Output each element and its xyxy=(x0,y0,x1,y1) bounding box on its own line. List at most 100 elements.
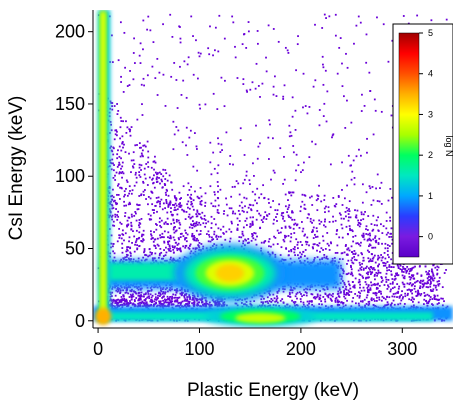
scatter-point xyxy=(343,217,345,220)
scatter-point xyxy=(218,303,221,306)
scatter-point xyxy=(165,194,167,196)
scatter-point xyxy=(441,304,444,307)
scatter-point xyxy=(393,286,396,289)
scatter-point xyxy=(345,244,347,246)
scatter-point xyxy=(132,78,135,81)
scatter-point xyxy=(136,208,139,211)
scatter-point xyxy=(147,150,150,153)
scatter-point xyxy=(374,284,376,286)
scatter-point xyxy=(192,165,195,168)
scatter-point xyxy=(317,197,319,200)
scatter-point xyxy=(220,305,223,308)
scatter-point xyxy=(366,276,369,279)
scatter-point xyxy=(196,211,199,213)
scatter-point xyxy=(126,302,129,304)
scatter-point xyxy=(249,225,252,228)
scatter-point xyxy=(321,235,324,238)
scatter-point xyxy=(118,161,121,164)
scatter-point xyxy=(153,209,155,211)
scatter-point xyxy=(381,279,384,282)
scatter-point xyxy=(309,217,312,220)
scatter-point xyxy=(313,233,316,236)
scatter-point xyxy=(134,243,136,246)
scatter-point xyxy=(288,225,291,228)
scatter-point xyxy=(359,264,362,266)
scatter-point xyxy=(399,295,401,298)
scatter-point xyxy=(167,203,170,206)
scatter-point xyxy=(195,213,198,216)
scatter-point xyxy=(112,300,115,302)
scatter-point xyxy=(411,289,413,291)
scatter-point xyxy=(123,195,125,198)
scatter-point xyxy=(118,155,121,158)
scatter-point xyxy=(112,243,115,245)
scatter-point xyxy=(382,23,385,26)
scatter-point xyxy=(260,241,263,244)
scatter-point xyxy=(116,113,119,115)
scatter-point xyxy=(165,172,168,175)
scatter-point xyxy=(403,283,406,286)
scatter-point xyxy=(134,171,137,174)
scatter-point xyxy=(411,292,414,295)
scatter-point xyxy=(387,303,390,306)
scatter-point xyxy=(374,235,377,238)
scatter-point xyxy=(110,162,113,165)
scatter-point xyxy=(176,247,178,250)
scatter-point xyxy=(202,304,205,307)
scatter-point xyxy=(159,236,162,239)
scatter-point xyxy=(173,204,175,206)
scatter-point xyxy=(429,296,432,298)
scatter-point xyxy=(283,220,286,222)
scatter-point xyxy=(164,169,167,171)
scatter-point xyxy=(231,222,233,225)
scatter-point xyxy=(139,297,142,300)
scatter-point xyxy=(362,234,365,237)
scatter-point xyxy=(217,50,220,53)
scatter-point xyxy=(161,296,164,299)
scatter-point xyxy=(327,294,330,296)
scatter-point xyxy=(110,195,112,198)
scatter-point xyxy=(251,235,254,238)
scatter-point xyxy=(130,296,133,299)
scatter-point xyxy=(179,304,182,306)
scatter-point xyxy=(179,206,182,208)
scatter-point xyxy=(341,227,344,230)
scatter-point xyxy=(299,210,302,213)
scatter-point xyxy=(176,249,179,252)
scatter-point xyxy=(191,235,194,238)
scatter-point xyxy=(129,130,131,133)
scatter-point xyxy=(161,180,163,183)
scatter-point xyxy=(385,272,388,275)
scatter-point xyxy=(359,283,361,286)
scatter-point xyxy=(159,202,161,205)
scatter-point xyxy=(357,269,360,272)
scatter-point xyxy=(110,242,113,245)
scatter-point xyxy=(294,222,297,225)
scatter-point xyxy=(163,182,166,185)
scatter-point xyxy=(261,221,264,223)
scatter-point xyxy=(353,42,355,45)
scatter-point xyxy=(196,223,199,226)
scatter-point xyxy=(169,234,172,237)
scatter-point xyxy=(383,252,386,254)
scatter-point xyxy=(140,217,143,220)
scatter-point xyxy=(354,209,356,212)
scatter-point xyxy=(267,240,270,243)
scatter-point xyxy=(368,245,370,248)
scatter-point xyxy=(110,102,113,104)
scatter-point xyxy=(305,243,308,246)
scatter-point xyxy=(354,234,357,237)
scatter-point xyxy=(274,236,277,239)
scatter-point xyxy=(406,282,409,285)
scatter-point xyxy=(131,288,133,291)
scatter-point xyxy=(159,205,161,208)
scatter-point xyxy=(178,301,181,304)
scatter-point xyxy=(244,205,246,208)
scatter-point xyxy=(127,216,130,219)
scatter-point xyxy=(186,302,189,305)
scatter-point xyxy=(342,95,345,98)
scatter-point xyxy=(326,232,329,234)
scatter-point xyxy=(409,278,412,281)
scatter-point xyxy=(173,296,176,299)
scatter-point xyxy=(348,225,351,227)
